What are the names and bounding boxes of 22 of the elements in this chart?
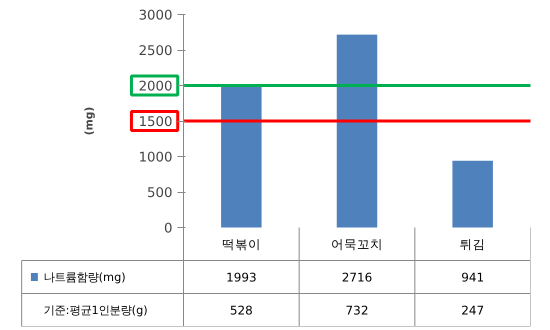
text: 528 [230,304,253,318]
data-label: 2716 [342,270,372,284]
legend-label: 나트륨함량(mg) [44,270,126,284]
bar [336,34,378,228]
x-tick-label: 어묵꼬치 [331,236,383,252]
text: 기준:평균1인분량(g) [44,303,148,317]
bar [221,86,262,228]
data-label: 941 [461,270,484,284]
y-tick-label: 2000 [138,80,173,94]
y-axis-title: (mg) [82,106,96,136]
text: 732 [346,304,368,318]
y-tick-label: 500 [147,186,173,201]
y-tick-label: 1500 [138,115,173,130]
bar [452,160,493,228]
x-tick-label: 튀김 [460,236,486,252]
text: 247 [461,304,484,318]
y-tick-label: 2500 [138,44,173,59]
x-tick-label: 떡볶이 [222,236,261,252]
y-tick-label: 0 [164,222,173,236]
data-label: 1993 [226,270,257,284]
y-tick-label: 1000 [138,150,173,166]
y-tick-label: 3000 [138,8,173,24]
